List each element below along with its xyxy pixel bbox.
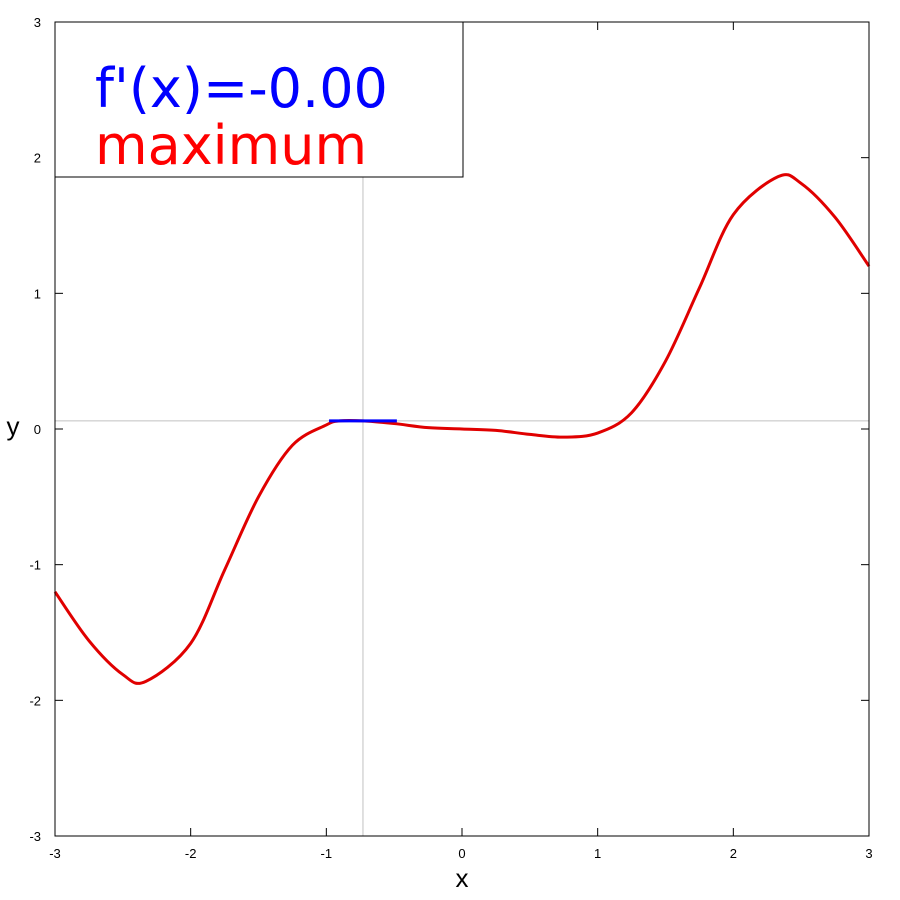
x-tick-label: 0 <box>458 846 465 861</box>
legend-box: f'(x)=-0.00 maximum <box>54 21 464 178</box>
x-tick-label: 1 <box>594 846 601 861</box>
y-tick-label: 1 <box>34 286 41 301</box>
y-tick-label: 0 <box>34 422 41 437</box>
legend-frame <box>54 21 464 178</box>
series-line <box>53 173 871 685</box>
series-layer <box>53 173 871 685</box>
y-tick-label: -2 <box>29 693 41 708</box>
y-tick-label: 3 <box>34 15 41 30</box>
x-tick-label: -3 <box>49 846 61 861</box>
derivative-value-label: f'(x)=-0.00 <box>95 57 388 120</box>
x-tick-label: -2 <box>185 846 197 861</box>
y-tick-label: -1 <box>29 558 41 573</box>
y-axis-title: y <box>7 411 20 441</box>
x-tick-label: 3 <box>865 846 872 861</box>
x-tick-label: -1 <box>321 846 333 861</box>
x-tick-label: 2 <box>730 846 737 861</box>
x-axis-title: x <box>456 863 469 893</box>
y-tick-label: 2 <box>34 151 41 166</box>
extremum-type-label: maximum <box>95 114 367 177</box>
y-tick-label: -3 <box>29 829 41 844</box>
